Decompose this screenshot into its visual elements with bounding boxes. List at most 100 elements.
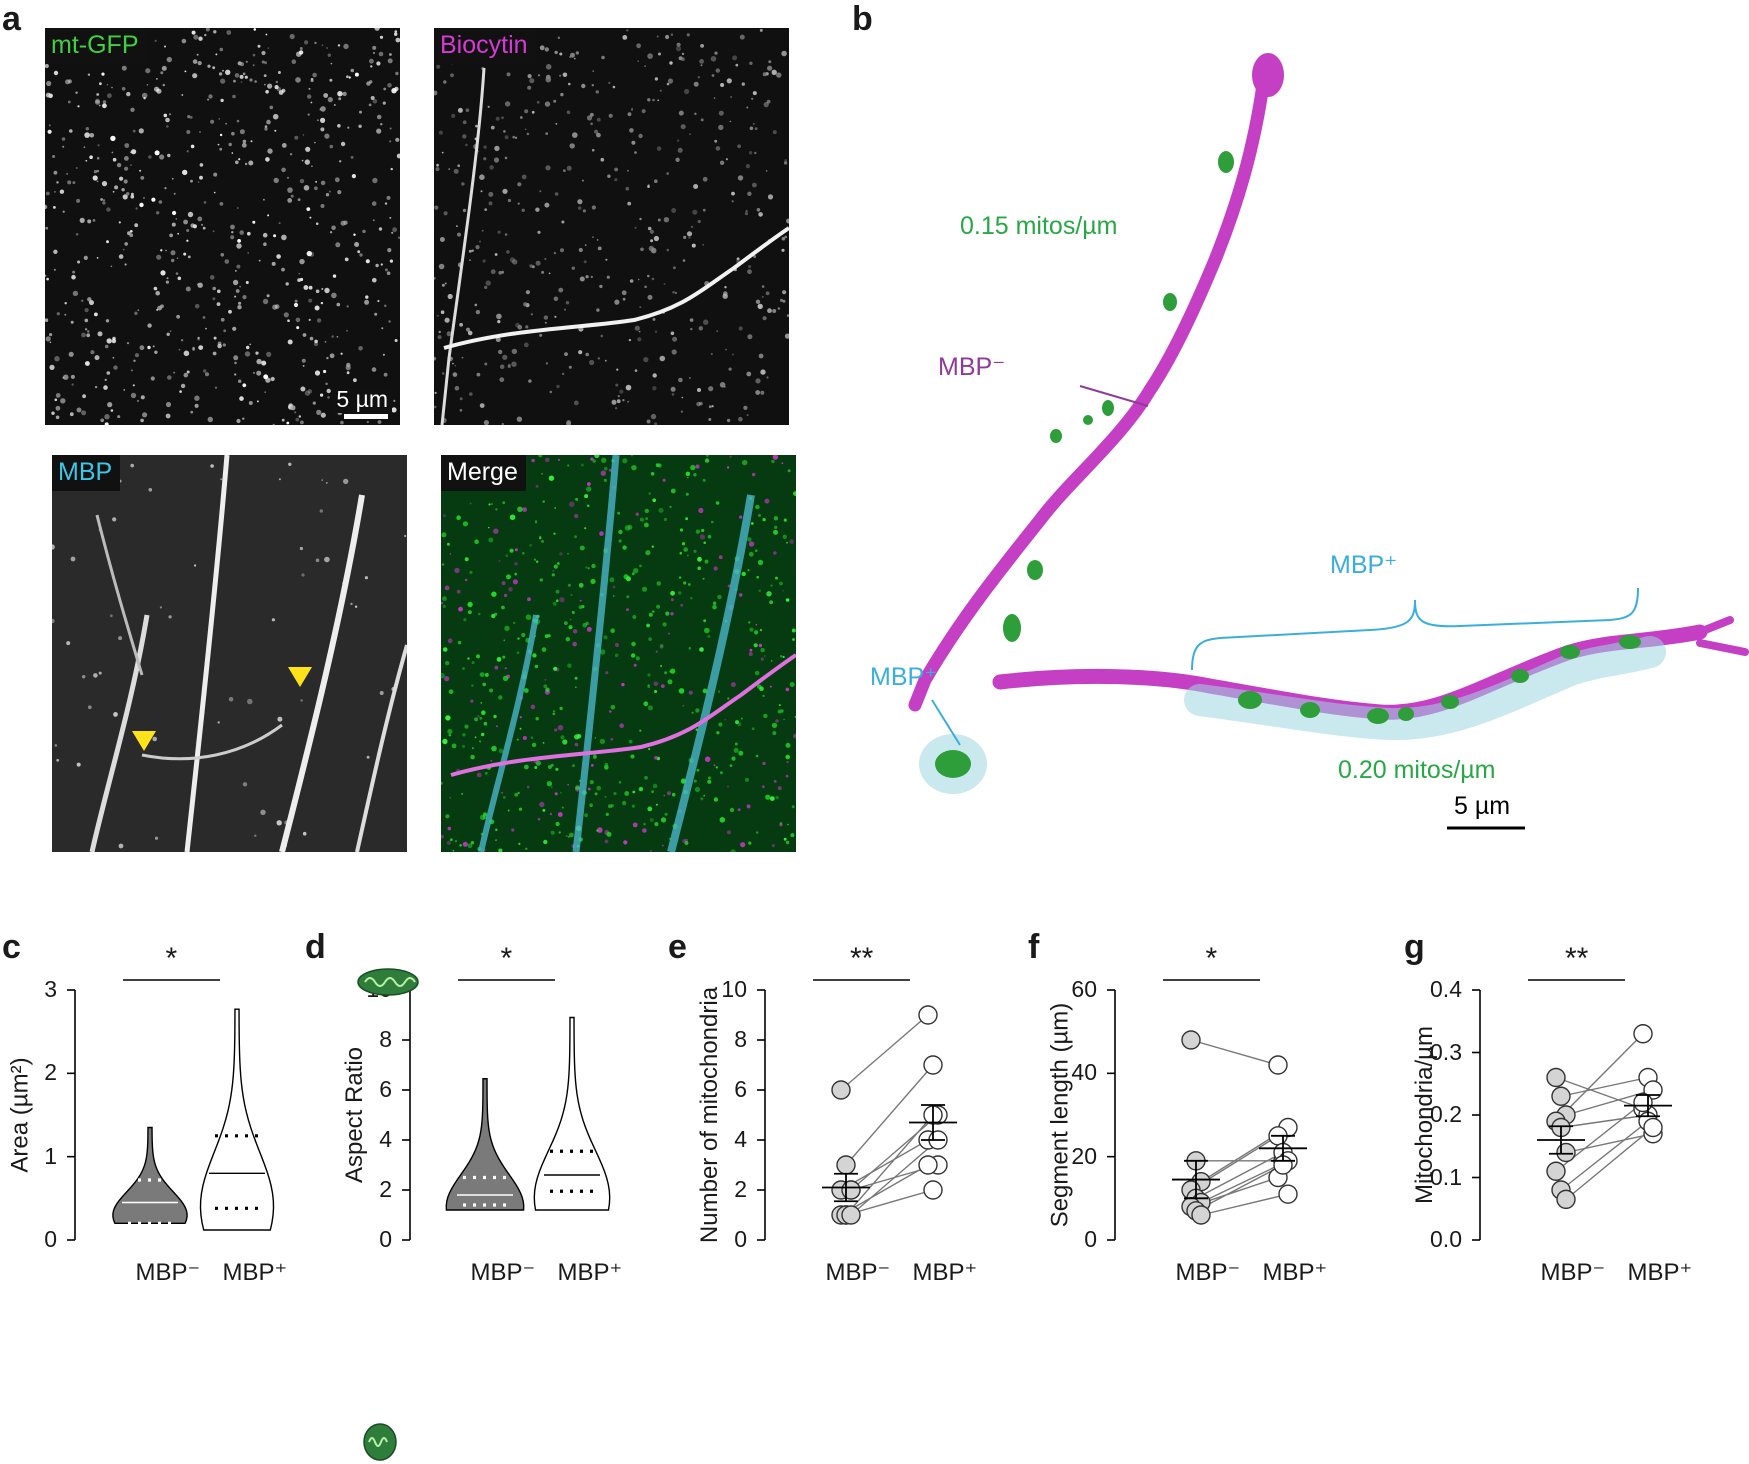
speckle-dot (267, 380, 269, 383)
y-tick-label: 3 (44, 976, 57, 1002)
speckle-dot (594, 737, 597, 739)
speckle-dot (686, 554, 689, 557)
speckle-dot (383, 87, 387, 91)
speckle-dot (223, 329, 227, 333)
speckle-dot (747, 191, 752, 196)
speckle-dot (671, 349, 677, 355)
speckle-dot (545, 165, 551, 171)
speckle-dot (589, 359, 595, 366)
speckle-dot (614, 653, 619, 658)
speckle-dot (658, 463, 662, 467)
speckle-dot (350, 68, 355, 73)
speckle-dot (442, 596, 447, 602)
scalebar-label-b: 5 µm (1454, 792, 1511, 820)
speckle-dot (488, 201, 493, 206)
y-tick-label: 2 (734, 1176, 747, 1202)
speckle-dot (457, 232, 461, 237)
speckle-dot (682, 259, 686, 262)
speckle-dot (231, 152, 234, 154)
speckle-dot (393, 399, 396, 402)
speckle-dot (618, 781, 622, 784)
speckle-dot (545, 132, 549, 135)
merge-biocytin-axon (450, 653, 796, 777)
speckle-dot (307, 113, 310, 116)
point-mbp-plus (1633, 1092, 1653, 1113)
speckle-dot (160, 270, 166, 276)
chart-svg (1472, 979, 1672, 1241)
speckle-dot (730, 96, 733, 98)
speckle-dot (252, 53, 256, 57)
speckle-dot (134, 311, 138, 315)
speckle-dot (139, 169, 142, 172)
speckle-dot (350, 156, 354, 159)
speckle-dot (440, 310, 445, 315)
speckle-dot (740, 717, 743, 720)
pair-line (1565, 1126, 1654, 1200)
speckle-dot (715, 146, 721, 151)
speckle-dot (151, 197, 156, 202)
speckle-dot (434, 205, 439, 210)
speckle-dot (563, 169, 566, 173)
speckle-dot (217, 721, 220, 724)
speckle-dot (194, 403, 199, 408)
speckle-dot (214, 386, 218, 389)
speckle-dot (479, 403, 485, 408)
speckle-dot (265, 33, 268, 36)
channel-label-mbp: MBP (52, 455, 121, 491)
speckle-dot (545, 457, 550, 463)
speckle-dot (702, 688, 708, 694)
speckle-dot (346, 75, 349, 78)
speckle-dot (552, 601, 557, 606)
speckle-dot (571, 611, 575, 614)
speckle-dot (376, 61, 381, 66)
speckle-dot (555, 599, 559, 602)
speckle-dot (650, 247, 657, 254)
density-bottom-label: 0.20 mitos/µm (1338, 756, 1496, 784)
speckle-dot (567, 464, 570, 467)
speckle-dot (98, 104, 101, 107)
speckle-dot (631, 108, 633, 111)
speckle-dot (585, 352, 589, 357)
speckle-dot (517, 637, 520, 640)
speckle-dot (443, 80, 447, 84)
speckle-dot (332, 274, 337, 278)
point-mbp-plus (918, 1155, 938, 1175)
speckle-dot (377, 299, 380, 303)
speckle-dot (574, 676, 578, 680)
speckle-dot (745, 164, 750, 169)
speckle-dot (605, 671, 609, 675)
speckle-dot (331, 292, 337, 299)
speckle-dot (525, 614, 532, 620)
speckle-dot (467, 657, 470, 660)
speckle-dot (498, 349, 503, 355)
pair-line (1560, 1120, 1649, 1191)
speckle-dot (133, 359, 136, 362)
speckle-dot (519, 116, 523, 119)
speckle-dot (569, 618, 572, 621)
speckle-dot (502, 675, 509, 682)
speckle-dot (106, 338, 112, 344)
speckle-dot (263, 242, 267, 246)
speckle-dot (484, 208, 488, 212)
speckle-dot (234, 73, 240, 78)
speckle-dot (762, 694, 765, 698)
speckle-dot (676, 42, 681, 47)
speckle-dot (737, 144, 741, 149)
speckle-dot (578, 605, 583, 609)
x-category-label: MBP⁻ (825, 1259, 891, 1286)
speckle-dot (161, 65, 167, 71)
speckle-dot (96, 156, 100, 160)
speckle-dot (286, 176, 290, 179)
speckle-dot (359, 253, 363, 257)
point-mbp-plus (1633, 1024, 1653, 1044)
speckle-dot (615, 383, 619, 387)
speckle-dot (387, 83, 392, 88)
speckle-dot (316, 318, 322, 323)
speckle-dot (451, 743, 457, 749)
speckle-dot (669, 505, 672, 509)
speckle-dot (631, 455, 633, 457)
speckle-dot (438, 263, 445, 270)
speckle-dot (241, 142, 247, 148)
speckle-dot (130, 230, 133, 233)
speckle-dot (467, 330, 473, 336)
